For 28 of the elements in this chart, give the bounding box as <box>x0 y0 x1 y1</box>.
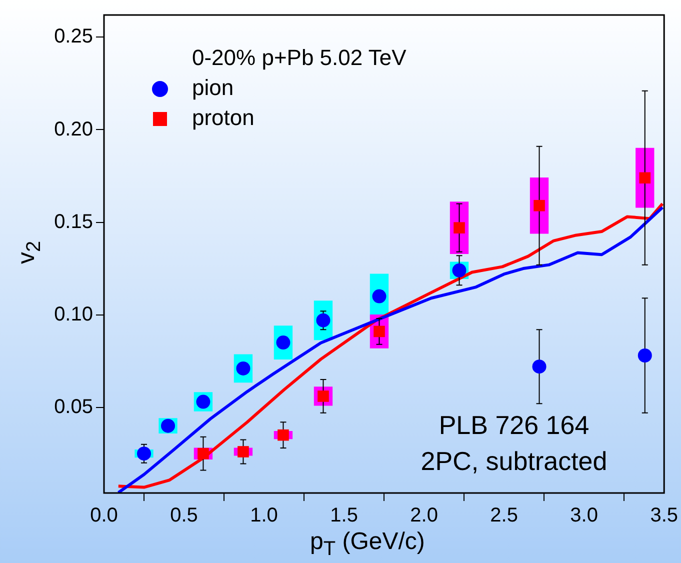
point <box>278 429 289 441</box>
point <box>638 348 652 363</box>
y-tick-label: 0.05 <box>54 396 93 418</box>
x-tick-label: 2.0 <box>410 504 438 527</box>
x-tick-label: 1.5 <box>330 504 358 527</box>
x-tick-label: 1.0 <box>250 504 278 527</box>
point <box>534 200 545 212</box>
x-tick-label: 3.5 <box>650 504 678 527</box>
point <box>137 446 152 461</box>
point <box>639 172 651 184</box>
annotation: PLB 726 164 <box>438 410 590 440</box>
x-axis-title: p$_{T}$ (GeV/c) <box>310 528 425 561</box>
x-tick-label: 2.5 <box>490 504 518 527</box>
point <box>454 222 465 234</box>
x-tick-label: 3.0 <box>570 504 598 527</box>
y-tick-label: 0.15 <box>54 210 93 233</box>
annotation: 2PC, subtracted <box>420 446 608 476</box>
y-tick-label: 0.25 <box>54 26 93 48</box>
point <box>198 448 209 460</box>
legend-label: pion <box>192 75 234 100</box>
point <box>532 360 546 374</box>
y-tick-label: 0.10 <box>54 303 93 326</box>
point <box>238 446 249 458</box>
y-tick-label: 0.20 <box>54 118 93 140</box>
legend-label: proton <box>192 105 254 130</box>
x-tick-label: 0.0 <box>90 504 118 527</box>
x-tick-label: 0.5 <box>170 504 198 527</box>
legend-title: 0-20% p+Pb 5.02 TeV <box>192 45 407 70</box>
